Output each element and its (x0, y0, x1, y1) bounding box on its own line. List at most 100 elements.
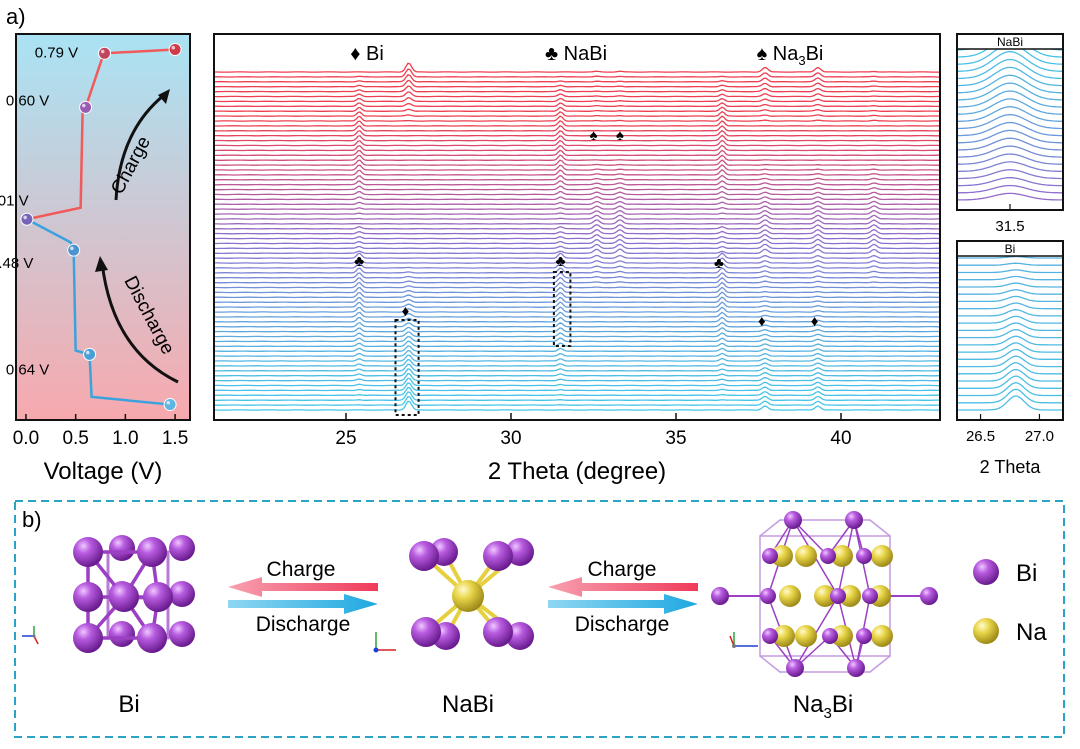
zoom-pattern (957, 289, 1063, 295)
panel-b-frame (14, 500, 1065, 738)
bi-atom (920, 587, 938, 605)
xrd-pattern (214, 354, 940, 362)
bi-atom (143, 582, 173, 612)
peak-annotation: ♠ (616, 127, 624, 144)
bi-atom (169, 621, 195, 647)
xrd-pattern (214, 257, 940, 264)
peak-annotation: ♦ (402, 303, 410, 320)
bi-atom (856, 628, 872, 644)
xrd-pattern (214, 228, 940, 235)
xrd-pattern (214, 115, 940, 122)
xrd-pattern (214, 79, 940, 88)
xrd-pattern (214, 340, 940, 348)
zoom-tick-label: 26.5 (966, 428, 995, 445)
xrd-pattern (214, 185, 940, 191)
xrd-pattern (214, 233, 940, 240)
xrd-pattern (214, 154, 940, 161)
na-atom (831, 625, 853, 647)
reaction-arrows-2: Charge Discharge (548, 558, 698, 636)
xrd-pattern (214, 363, 940, 372)
xrd-pattern (214, 386, 940, 397)
bi-atom (847, 659, 865, 677)
xrd-pattern (214, 321, 940, 328)
na3bi-name-sub: 3 (824, 705, 832, 722)
bi-atom (137, 537, 167, 567)
bond (759, 655, 781, 673)
xrd-pattern (214, 276, 940, 284)
xrd-pattern (214, 267, 940, 274)
xrd-pattern (214, 224, 940, 230)
voltage-marker (79, 100, 93, 114)
xrd-pattern (214, 144, 940, 152)
xrd-pattern (214, 180, 940, 186)
legend-nabi-label: NaBi (564, 43, 607, 65)
atom-legend-bi-icon (973, 559, 999, 585)
xrd-pattern (214, 272, 940, 279)
discharge-arrow (100, 261, 179, 384)
bi-atom (169, 581, 195, 607)
voltage-marker (83, 347, 97, 361)
voltage-tick-label: 1.0 (112, 428, 138, 449)
zoom-pattern (957, 335, 1063, 346)
na3bi-name-part1: Na (793, 691, 824, 718)
na-atom (795, 545, 817, 567)
na-atom (871, 545, 893, 567)
na3bi-crystal-structure (711, 511, 938, 677)
peak-annotation: ♣ (714, 255, 724, 272)
legend-bi-label: Bi (366, 43, 384, 65)
xrd-tick-label: 40 (830, 428, 851, 449)
xrd-tick-label: 35 (665, 428, 686, 449)
axis-triad-bi (22, 626, 39, 645)
atom-legend: Bi Na (973, 559, 1047, 646)
voltage-marker (163, 398, 177, 412)
discharge-arrowhead (95, 256, 108, 272)
bi-crystal-structure (73, 535, 195, 653)
nabi-crystal-structure (409, 538, 534, 650)
bi-atom (483, 541, 513, 571)
bi-atom (784, 511, 802, 529)
zoom-pattern (957, 295, 1063, 303)
voltage-tick-label: 0.5 (62, 428, 88, 449)
zoom-pattern (957, 82, 1063, 101)
zoom-bi-title: Bi (1005, 242, 1016, 256)
voltage-marker-highlight (85, 350, 90, 355)
voltage-panel: 0.79 V0.60 V0.01 V0.48 V0.64 V Charge Di… (0, 33, 191, 485)
xrd-pattern (214, 372, 940, 382)
zoom-pattern (957, 113, 1063, 130)
xrd-pattern (214, 391, 940, 401)
reaction-arrows-1: Charge Discharge (228, 558, 378, 636)
bi-atom (856, 548, 872, 564)
xrd-pattern (214, 120, 940, 127)
charge-arrow (114, 90, 169, 201)
xrd-pattern (214, 91, 940, 98)
xrd-pattern (214, 68, 940, 78)
structure-name-nabi: NaBi (442, 691, 494, 718)
bi-atom (109, 582, 139, 612)
charge-arrow-2 (548, 577, 698, 597)
zoom-pattern (957, 153, 1063, 165)
zoom-pattern (957, 382, 1063, 397)
legend-bi-symbol: ♦ (350, 43, 360, 65)
xrd-pattern (214, 159, 940, 166)
xrd-panel-frame (213, 33, 941, 421)
xrd-pattern (214, 174, 940, 181)
bi-atom (862, 588, 878, 604)
bond (794, 595, 839, 669)
bi-atom (760, 588, 776, 604)
voltage-marker-highlight (100, 49, 105, 54)
bi-atom (830, 588, 846, 604)
xrd-legend: ♦ Bi ♣ NaBi ♠ Na3Bi (350, 43, 823, 68)
atom-legend-na-icon (973, 618, 999, 644)
na-atom (814, 585, 836, 607)
voltage-marker (20, 212, 34, 226)
legend-na3bi-symbol: ♠ (757, 43, 768, 65)
xrd-pattern (214, 106, 940, 112)
voltage-marker-highlight (70, 246, 74, 251)
zoom-pattern (957, 255, 1063, 259)
na-atom (839, 585, 861, 607)
zoom-pattern (957, 309, 1063, 317)
xrd-pattern (214, 358, 940, 367)
voltage-marker-label: 0.64 V (6, 361, 49, 378)
zoom-pattern (957, 388, 1063, 404)
xrd-pattern (214, 149, 940, 157)
